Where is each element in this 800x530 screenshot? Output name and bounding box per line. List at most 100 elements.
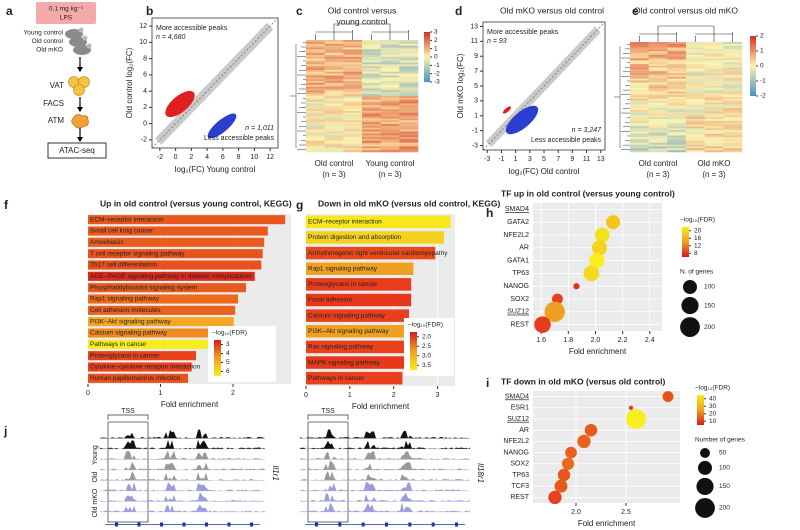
heatmap-cell xyxy=(324,137,344,140)
heatmap-cell xyxy=(343,116,363,119)
heatmap-cell xyxy=(343,68,363,71)
heatmap-cell xyxy=(362,118,381,121)
heatmap-cell xyxy=(630,137,649,140)
exon xyxy=(455,522,458,527)
heatmap-cell xyxy=(324,81,344,84)
heatmap-cell xyxy=(380,99,400,102)
heatmap-cell xyxy=(380,64,400,67)
legend-label: 16 xyxy=(694,235,702,242)
heatmap-cell xyxy=(630,130,649,133)
heatmap-cell xyxy=(723,67,743,70)
heatmap-cell xyxy=(380,105,400,108)
heatmap-cell xyxy=(324,54,344,58)
heatmap-cell xyxy=(399,77,419,80)
heatmap-cell xyxy=(343,84,363,87)
heatmap-cell xyxy=(648,76,668,79)
legend-label: 12 xyxy=(694,242,702,249)
heatmap-cell xyxy=(380,122,400,125)
size-label: 150 xyxy=(719,483,730,490)
heatmap-cell xyxy=(324,49,344,52)
heatmap-cell xyxy=(380,45,400,48)
heatmap-cell xyxy=(648,71,668,74)
heatmap-cell xyxy=(324,135,344,138)
heatmap-cell xyxy=(686,117,705,120)
heatmap-cell xyxy=(306,144,325,147)
heatmap-cell xyxy=(648,58,668,61)
size-label: 200 xyxy=(704,324,715,331)
heatmap-cell xyxy=(667,139,687,142)
heatmap-cell xyxy=(343,140,363,143)
heatmap-cell xyxy=(343,54,363,58)
heatmap-cell xyxy=(630,82,649,85)
heatmap-cell xyxy=(648,42,668,45)
heatmap-cell xyxy=(324,144,344,147)
bar xyxy=(88,283,247,293)
heatmap-cell xyxy=(343,112,363,115)
heatmap-cell xyxy=(380,107,400,110)
heatmap-cell xyxy=(399,114,419,117)
heatmap-cell xyxy=(723,124,743,127)
heatmap-cell xyxy=(686,42,705,45)
heatmap-cell xyxy=(686,75,705,78)
y-tick-label: -3 xyxy=(472,142,478,149)
group-n: (n = 3) xyxy=(378,170,402,179)
group-label: Old control xyxy=(639,159,678,168)
heatmap-cell xyxy=(704,139,724,142)
heatmap-cell xyxy=(648,148,668,151)
panel-title: Old control versus old mKO xyxy=(634,5,738,15)
heatmap-cell xyxy=(686,80,705,83)
bar-label: PI3K–Akt signaling pathway xyxy=(308,328,389,335)
bar-label: Arrhythmogenic right ventricular cardiom… xyxy=(308,250,448,257)
heatmap-cell xyxy=(306,146,325,149)
heatmap-cell xyxy=(343,124,363,127)
colorbar-label: -2 xyxy=(434,70,440,77)
heatmap-cell xyxy=(380,150,400,153)
exon xyxy=(250,522,253,527)
heatmap-cell xyxy=(667,98,687,101)
heatmap-cell xyxy=(704,111,724,114)
heatmap-cell xyxy=(324,69,344,73)
step-label: FACS xyxy=(43,99,64,108)
heatmap-cell xyxy=(648,137,668,140)
heatmap-cell xyxy=(324,122,344,125)
heatmap-cell xyxy=(306,41,325,45)
heatmap-cell xyxy=(362,148,381,151)
size-key xyxy=(696,477,714,496)
heatmap-cell xyxy=(723,133,743,136)
heatmap-cell xyxy=(667,49,687,52)
heatmap-cell xyxy=(667,142,687,145)
heatmap-cell xyxy=(686,64,705,67)
x-tick-label: 4 xyxy=(205,154,209,161)
heatmap-cell xyxy=(630,87,649,90)
heatmap-cell xyxy=(723,150,743,153)
heatmap-cell xyxy=(686,84,705,87)
heatmap-cell xyxy=(667,76,687,79)
heatmap-cell xyxy=(399,110,419,114)
heatmap-cell xyxy=(667,100,687,103)
legend-label: 40 xyxy=(709,395,717,402)
dot xyxy=(561,457,575,470)
heatmap-cell xyxy=(324,41,344,45)
colorbar-label: -2 xyxy=(760,93,766,100)
heatmap-cell xyxy=(630,122,649,125)
heatmap-cell xyxy=(686,67,705,70)
heatmap-cell xyxy=(399,140,419,143)
heatmap-cell xyxy=(704,100,724,103)
heatmap-cell xyxy=(362,138,381,142)
step-label: ATAC-seq xyxy=(59,146,95,155)
heatmap-cell xyxy=(343,77,363,80)
group-n: (n = 3) xyxy=(322,170,346,179)
heatmap-cell xyxy=(380,129,400,132)
heatmap-cell xyxy=(648,111,668,114)
heatmap-cell xyxy=(362,142,381,145)
heatmap-cell xyxy=(630,100,649,103)
bar xyxy=(306,340,407,354)
heatmap-cell xyxy=(723,122,743,125)
y-tick-label: SOX2 xyxy=(510,296,529,303)
legend-title: −log₁₀(FDR) xyxy=(695,385,730,392)
heatmap-cell xyxy=(723,58,743,61)
heatmap-cell xyxy=(704,76,724,79)
heatmap-cell xyxy=(399,150,419,153)
heatmap-cell xyxy=(723,47,743,50)
exon xyxy=(137,522,141,527)
